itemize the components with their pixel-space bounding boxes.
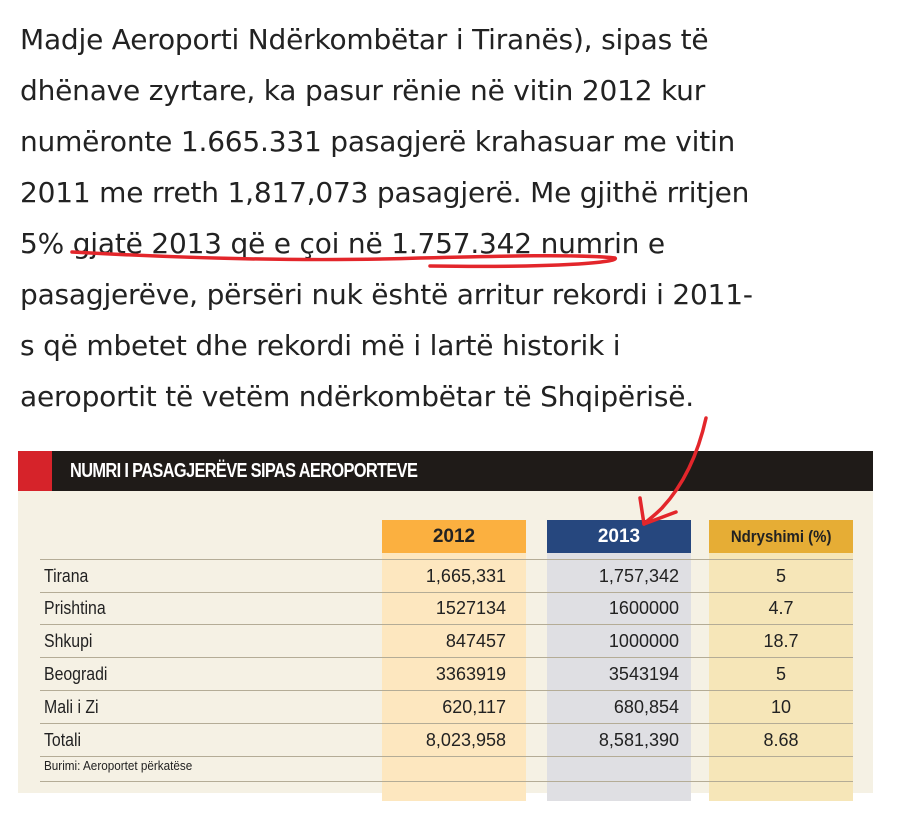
table-row: Mali i Zi 620,117 680,854 10	[40, 691, 853, 724]
row-2013: 1000000	[608, 631, 679, 651]
article-text: Madje Aeroporti Ndërkombëtar i Tiranës),…	[20, 14, 890, 422]
column-header-change-label: Ndryshimi (%)	[730, 527, 832, 546]
row-2012: 847457	[445, 631, 506, 651]
table-row: Beogradi 3363919 3543194 5	[40, 658, 853, 691]
row-change: 10	[770, 697, 792, 717]
row-name: Tirana	[44, 566, 89, 586]
article-line: pasagjerëve, përsëri nuk është arritur r…	[20, 278, 753, 311]
header-accent	[18, 451, 52, 491]
row-change: 5	[775, 664, 786, 684]
row-2012: 8,023,958	[425, 730, 506, 750]
row-change: 4.7	[768, 598, 794, 618]
column-bg-2013	[547, 520, 691, 801]
column-header-2013: 2013	[547, 520, 691, 553]
row-name: Mali i Zi	[44, 697, 99, 717]
row-2013: 3543194	[608, 664, 679, 684]
article-line: aeroportit të vetëm ndërkombëtar të Shqi…	[20, 380, 694, 413]
row-name: Shkupi	[44, 631, 93, 651]
row-change: 18.7	[763, 631, 799, 651]
row-2012: 1,665,331	[425, 566, 506, 586]
table-header-bar: NUMRI I PASAGJERËVE SIPAS AEROPORTEVE	[18, 451, 873, 491]
table-row: Tirana 1,665,331 1,757,342 5	[40, 559, 853, 593]
article-line: dhënave zyrtare, ka pasur rënie në vitin…	[20, 74, 706, 107]
row-name: Beogradi	[44, 664, 108, 684]
column-header-2012: 2012	[382, 520, 526, 553]
article-line: numëronte 1.665.331 pasagjerë krahasuar …	[20, 125, 736, 158]
row-2012: 1527134	[435, 598, 506, 618]
row-name: Prishtina	[44, 598, 106, 618]
row-name: Totali	[44, 730, 81, 750]
article-line: 2011 me rreth 1,817,073 pasagjerë. Me gj…	[20, 176, 750, 209]
column-header-change: Ndryshimi (%)	[709, 520, 853, 553]
row-2013: 1,757,342	[598, 566, 679, 586]
article-line: 5% gjatë 2013 që e çoi në 1.757.342 numr…	[20, 227, 665, 260]
row-2013: 680,854	[613, 697, 679, 717]
table-row: Shkupi 847457 1000000 18.7	[40, 625, 853, 658]
table-bottom-rule	[40, 781, 853, 782]
passenger-table: NUMRI I PASAGJERËVE SIPAS AEROPORTEVE 20…	[18, 451, 873, 801]
column-bg-change	[709, 520, 853, 801]
row-change: 5	[775, 566, 786, 586]
column-bg-2012	[382, 520, 526, 801]
table-row-total: Totali 8,023,958 8,581,390 8.68	[40, 724, 853, 757]
table-title: NUMRI I PASAGJERËVE SIPAS AEROPORTEVE	[70, 460, 418, 482]
row-2012: 3363919	[435, 664, 506, 684]
article-line: Madje Aeroporti Ndërkombëtar i Tiranës),…	[20, 23, 709, 56]
row-change: 8.68	[763, 730, 799, 750]
row-2013: 8,581,390	[598, 730, 679, 750]
row-2012: 620,117	[442, 697, 506, 717]
table-row: Prishtina 1527134 1600000 4.7	[40, 592, 853, 625]
row-2013: 1600000	[608, 598, 679, 618]
article-line: s që mbetet dhe rekordi më i lartë histo…	[20, 329, 621, 362]
table-source: Burimi: Aeroportet përkatëse	[44, 758, 193, 773]
